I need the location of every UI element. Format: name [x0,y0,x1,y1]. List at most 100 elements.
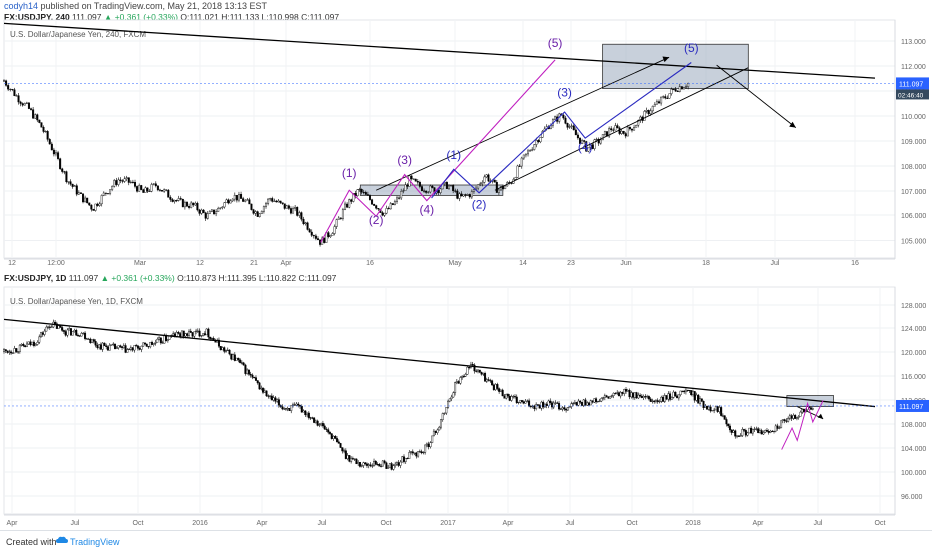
candle-body [219,346,222,351]
candle-body [425,443,428,446]
candle-body [788,415,791,419]
candle-body [13,89,16,96]
candle-body [721,415,724,417]
y-tick-label: 104.000 [901,446,926,453]
candle-body [7,85,10,90]
author-link[interactable]: codyh14 [4,1,39,11]
candle-body [487,379,490,381]
candle-body [445,407,448,414]
candle-body [450,185,453,187]
candle-body [676,90,679,92]
candle-body [727,423,730,427]
candle-body [653,400,656,402]
candle-body [346,203,349,208]
candle-body [307,412,310,418]
candle-body [512,396,515,398]
candle-body [190,202,193,208]
candle-body [422,452,425,454]
candle-body [457,381,460,384]
candle-body [286,408,289,410]
candle-body [795,417,798,419]
candle-body [662,396,665,402]
wave-label: (2) [369,213,384,227]
candle-body [497,189,500,193]
candle-body [163,335,166,344]
candle-body [165,335,168,342]
x-tick-label: 18 [702,260,710,267]
candle-body [575,402,578,406]
candle-body [640,395,643,398]
candle-body [239,359,242,363]
candle-body [621,392,624,394]
bottom-high: H:111.395 [218,273,257,283]
candle-body [161,190,164,192]
candle-body [358,462,361,467]
candle-body [204,212,207,219]
pane-title: U.S. Dollar/Japanese Yen, 1D, FXCM [10,297,143,306]
tradingview-link[interactable]: TradingView [70,537,120,547]
candle-body [283,408,286,410]
candle-body [616,125,619,129]
candle-body [115,180,118,185]
candle-body [198,209,201,214]
candle-body [233,354,236,361]
candle-body [654,400,657,402]
candle-body [247,369,250,375]
candle-body [193,331,196,337]
candle-body [336,438,339,443]
candle-body [258,213,261,217]
candle-body [748,427,751,434]
candle-body [135,345,138,347]
candle-body [188,206,191,208]
candle-body [554,116,557,120]
candle-body [277,399,280,406]
created-with-text: Created with [6,537,57,547]
candle-body [260,211,263,214]
candle-body [637,394,640,399]
candle-body [138,348,141,350]
candle-body [681,390,684,392]
resistance-zone [602,43,749,89]
candle-body [112,343,115,345]
candle-body [284,408,287,410]
candle-body [688,390,691,392]
candle-body [133,345,136,351]
candle-body [67,181,70,183]
candle-body [230,353,233,360]
y-tick-label: 106.000 [901,213,926,220]
candle-body [265,390,268,397]
candle-body [77,334,80,336]
candle-body [180,330,183,337]
candle-body [134,182,137,187]
arrow-head [817,413,824,419]
candle-body [86,197,89,204]
bottom-symbol[interactable]: FX:USDJPY, 1D [4,273,67,283]
candle-body [780,420,783,429]
candle-body [684,389,687,393]
y-tick-label: 100.000 [901,470,926,477]
candle-body [61,168,64,172]
candle-body [642,396,645,398]
candle-body [3,80,6,82]
candle-body [414,178,417,182]
candle-body [189,330,192,333]
candle-body [304,410,307,416]
top-symbol[interactable]: FX:USDJPY, 240 [4,12,70,22]
candle-body [582,399,585,406]
chart-canvas[interactable]: U.S. Dollar/Japanese Yen, 240, FXCM 105.0… [0,0,932,530]
candle-body [437,190,440,193]
footer: Created with TradingView [0,530,932,551]
candle-body [522,154,525,159]
candle-body [231,198,234,202]
candle-body [524,153,527,156]
candle-body [355,458,358,465]
candle-body [329,235,332,237]
candle-body [41,332,44,335]
candle-body [52,149,55,155]
bottom-low: L:110.822 [258,273,297,283]
candle-body [572,125,575,131]
candle-body [320,423,323,425]
candle-body [635,392,638,399]
candle-body [246,369,249,374]
candle-body [677,394,680,399]
